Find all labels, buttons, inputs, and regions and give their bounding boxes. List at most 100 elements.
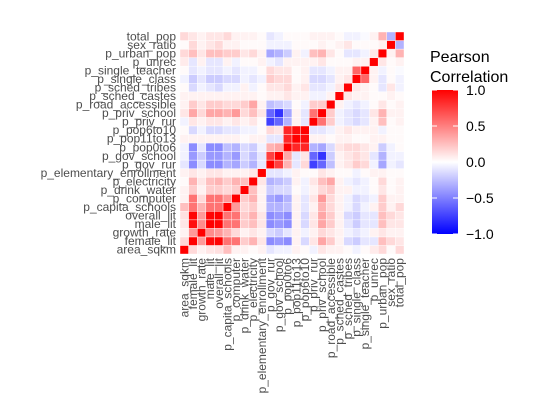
heatmap-cell-overall_lit-p_single_teacher xyxy=(360,211,370,221)
heatmap-cell-total_pop-p_drink_water xyxy=(240,31,250,41)
heatmap-cell-p_priv_rur-overall_lit xyxy=(214,117,224,127)
heatmap-cell-growth_rate-p_single_teacher xyxy=(360,228,370,238)
heatmap-cell-p_pop6to10-total_pop xyxy=(395,125,405,135)
x-tick-label-p_pop11to13: p_pop11to13 xyxy=(289,258,303,328)
heatmap-cell-area_sqkm-p_sched_castes xyxy=(334,245,344,255)
heatmap-cell-p_computer-p_drink_water xyxy=(240,194,250,203)
heatmap-cell-growth_rate-area_sqkm xyxy=(179,228,189,238)
heatmap-cell-p_drink_water-p_drink_water xyxy=(240,185,250,195)
heatmap-cell-p_gov_rur-total_pop xyxy=(395,159,405,169)
x-tick-label-sex_ratio: sex_ratio xyxy=(384,258,398,307)
heatmap-cell-p_electricity-p_pop0to6 xyxy=(283,176,293,186)
heatmap-cell-p_priv_school-p_gov_school xyxy=(274,108,284,118)
legend-title-line-1: Pearson xyxy=(430,49,490,66)
heatmap-cell-p_elementary_enrollment-p_unrec xyxy=(369,168,379,178)
legend-ticks: 1.0 0.5 0.0 −0.5 −1.0 xyxy=(432,82,494,242)
heatmap-cell-p_drink_water-p_elementary_enrollment xyxy=(257,185,267,195)
heatmap-cell-p_elementary_enrollment-p_capita_schools xyxy=(222,168,232,178)
legend-tick-label: 0.5 xyxy=(466,118,486,134)
heatmap-cell-overall_lit-p_priv_rur xyxy=(309,211,319,221)
heatmap-cell-total_pop-p_pop11to13 xyxy=(291,31,301,41)
y-tick-label-p_priv_school: p_priv_school xyxy=(102,106,176,120)
heatmap-cell-p_priv_rur-p_priv_school xyxy=(317,117,327,127)
heatmap-cell-p_priv_rur-p_capita_schools xyxy=(222,117,232,127)
heatmap-cell-p_priv_school-p_single_teacher xyxy=(360,108,370,118)
heatmap-cell-p_pop6to10-p_computer xyxy=(231,125,241,135)
heatmap-cell-p_road_accessible-p_single_class xyxy=(352,100,362,110)
heatmap-cell-p_priv_rur-p_unrec xyxy=(369,117,379,127)
heatmap-cell-p_single_class-female_lit xyxy=(188,74,198,84)
heatmap-cell-p_single_teacher-p_pop11to13 xyxy=(291,65,301,75)
y-tick-label-p_urban_pop: p_urban_pop xyxy=(105,46,176,60)
heatmap-cell-female_lit-area_sqkm xyxy=(179,236,189,246)
heatmap-cell-p_capita_schools-p_capita_schools xyxy=(222,202,232,212)
heatmap-cell-p_sched_tribes-p_drink_water xyxy=(240,83,250,92)
heatmap-cell-p_priv_school-p_priv_school xyxy=(317,108,327,118)
heatmap-cell-p_capita_schools-p_gov_rur xyxy=(265,202,275,212)
heatmap-cell-p_sched_castes-overall_lit xyxy=(214,91,224,101)
heatmap-cell-p_unrec-p_unrec xyxy=(369,57,379,67)
heatmap-cell-p_single_class-p_gov_school xyxy=(274,74,284,84)
heatmap-cell-p_priv_school-total_pop xyxy=(395,108,405,118)
heatmap-cell-p_unrec-female_lit xyxy=(188,57,198,67)
heatmap-cell-p_gov_school-p_computer xyxy=(231,151,241,161)
heatmap-cell-p_sched_castes-p_gov_school xyxy=(274,91,284,101)
heatmap-cell-p_capita_schools-female_lit xyxy=(188,202,198,212)
heatmap-cell-p_computer-female_lit xyxy=(188,194,198,203)
heatmap-cell-p_road_accessible-p_electricity xyxy=(248,100,258,110)
heatmap-cell-p_road_accessible-p_unrec xyxy=(369,100,379,110)
y-tick-label-p_pop11to13: p_pop11to13 xyxy=(107,132,177,146)
heatmap-cell-p_elementary_enrollment-p_road_accessible xyxy=(326,168,336,178)
heatmap-cell-p_electricity-p_gov_school xyxy=(274,176,284,186)
heatmap-cell-p_gov_school-p_electricity xyxy=(248,151,258,161)
heatmap-cell-p_urban_pop-p_pop0to6 xyxy=(283,48,293,58)
heatmap-cell-growth_rate-female_lit xyxy=(188,228,198,238)
heatmap-cell-sex_ratio-p_urban_pop xyxy=(377,40,387,50)
heatmap-cell-overall_lit-p_gov_school xyxy=(274,211,284,221)
heatmap-cell-p_single_class-p_pop0to6 xyxy=(283,74,293,84)
heatmap-cell-p_unrec-overall_lit xyxy=(214,57,224,67)
heatmap-cell-p_road_accessible-sex_ratio xyxy=(386,100,396,110)
x-tick-label-p_sched_castes: p_sched_castes xyxy=(332,258,346,345)
x-tick-label-p_elementary_enrollment: p_elementary_enrollment xyxy=(255,257,269,393)
heatmap-cell-p_pop0to6-p_unrec xyxy=(369,142,379,152)
heatmap-cell-p_single_class-p_electricity xyxy=(248,74,258,84)
heatmap-cell-p_pop11to13-p_urban_pop xyxy=(377,134,387,144)
heatmap-cell-p_urban_pop-p_sched_castes xyxy=(334,48,344,58)
heatmap-cell-p_urban_pop-p_drink_water xyxy=(240,48,250,58)
heatmap-cell-p_pop0to6-p_pop6to10 xyxy=(300,142,310,152)
heatmap-cell-growth_rate-total_pop xyxy=(395,228,405,238)
heatmap-cell-p_computer-p_pop0to6 xyxy=(283,194,293,203)
heatmap-cell-p_single_teacher-p_sched_castes xyxy=(334,65,344,75)
heatmap-cell-p_sched_castes-p_sched_castes xyxy=(334,91,344,101)
heatmap-cell-female_lit-p_road_accessible xyxy=(326,236,336,246)
heatmap-cell-p_priv_school-p_capita_schools xyxy=(222,108,232,118)
heatmap-cell-p_electricity-area_sqkm xyxy=(179,176,189,186)
heatmap-cell-p_pop11to13-p_computer xyxy=(231,134,241,144)
heatmap-cell-p_pop11to13-female_lit xyxy=(188,134,198,144)
heatmap-cell-p_elementary_enrollment-p_drink_water xyxy=(240,168,250,178)
heatmap-cell-p_single_class-p_gov_rur xyxy=(265,74,275,84)
heatmap-cell-p_sched_tribes-p_single_class xyxy=(352,83,362,92)
heatmap-cell-p_single_teacher-p_priv_rur xyxy=(309,65,319,75)
heatmap-cell-p_single_teacher-area_sqkm xyxy=(179,65,189,75)
heatmap-cell-p_capita_schools-p_computer xyxy=(231,202,241,212)
heatmap-cell-growth_rate-p_sched_castes xyxy=(334,228,344,238)
heatmap-cell-p_road_accessible-p_pop11to13 xyxy=(291,100,301,110)
heatmap-cell-overall_lit-male_lit xyxy=(205,211,215,221)
heatmap-cell-p_elementary_enrollment-p_gov_school xyxy=(274,168,284,178)
heatmap-cell-p_urban_pop-p_capita_schools xyxy=(222,48,232,58)
heatmap-cell-p_single_teacher-p_single_teacher xyxy=(360,65,370,75)
heatmap-cell-p_pop0to6-p_sched_castes xyxy=(334,142,344,152)
heatmap-cell-p_gov_school-p_pop11to13 xyxy=(291,151,301,161)
heatmap-cell-p_road_accessible-p_gov_rur xyxy=(265,100,275,110)
heatmap-cell-p_pop0to6-p_electricity xyxy=(248,142,258,152)
heatmap-cell-p_priv_school-p_urban_pop xyxy=(377,108,387,118)
heatmap-cell-p_pop6to10-female_lit xyxy=(188,125,198,135)
heatmap-cell-p_electricity-p_drink_water xyxy=(240,176,250,186)
heatmap-cell-p_urban_pop-p_road_accessible xyxy=(326,48,336,58)
heatmap-cell-p_gov_rur-p_drink_water xyxy=(240,159,250,169)
heatmap-cell-p_priv_school-p_computer xyxy=(231,108,241,118)
heatmap-cell-overall_lit-p_unrec xyxy=(369,211,379,221)
